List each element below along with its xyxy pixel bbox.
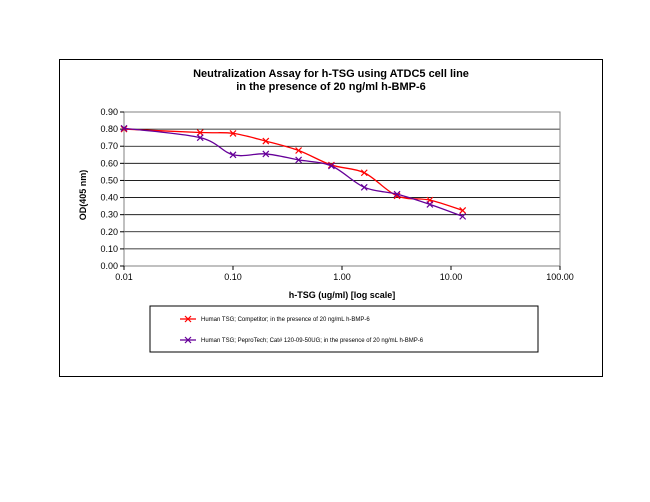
series-line bbox=[123, 127, 463, 217]
y-tick-label: 0.80 bbox=[100, 124, 118, 134]
legend-marker bbox=[184, 336, 192, 344]
series-layer bbox=[120, 124, 467, 220]
legend-marker bbox=[184, 315, 192, 323]
x-tick-label: 10.00 bbox=[440, 272, 463, 282]
series-2 bbox=[120, 124, 467, 220]
y-tick-label: 0.30 bbox=[100, 210, 118, 220]
chart-title: Neutralization Assay for h-TSG using ATD… bbox=[193, 68, 469, 80]
series-1 bbox=[120, 125, 467, 214]
legend-item-2: Human TSG; PeproTech; Cat# 120-09-50UG; … bbox=[180, 336, 424, 344]
legend-item-1: Human TSG; Competitor; in the presence o… bbox=[180, 315, 370, 323]
data-point bbox=[393, 190, 401, 198]
data-point bbox=[262, 137, 270, 145]
data-point bbox=[229, 129, 237, 137]
y-tick-label: 0.90 bbox=[100, 107, 118, 117]
legend-box bbox=[149, 305, 539, 353]
y-tick-label: 0.20 bbox=[100, 227, 118, 237]
data-point bbox=[196, 134, 204, 142]
data-point bbox=[120, 125, 128, 133]
x-axis-title: h-TSG (ug/ml) [log scale] bbox=[289, 290, 396, 300]
legend: Human TSG; Competitor; in the presence o… bbox=[149, 305, 539, 353]
data-point bbox=[295, 147, 303, 154]
data-point bbox=[459, 212, 467, 220]
x-tick-label: 100.00 bbox=[546, 272, 574, 282]
data-point bbox=[360, 169, 368, 177]
y-tick-label: 0.70 bbox=[100, 141, 118, 151]
x-tick-label: 1.00 bbox=[333, 272, 351, 282]
data-point bbox=[328, 162, 335, 170]
data-point bbox=[459, 206, 467, 214]
y-tick-label: 0.10 bbox=[100, 244, 118, 254]
x-tick-label: 0.10 bbox=[224, 272, 242, 282]
y-tick-label: 0.40 bbox=[100, 193, 118, 203]
data-point bbox=[360, 183, 368, 191]
data-point bbox=[295, 156, 303, 164]
x-tick-label: 0.01 bbox=[115, 272, 133, 282]
data-point bbox=[426, 200, 434, 208]
y-axis-title: OD(405 nm) bbox=[78, 170, 88, 221]
y-tick-label: 0.50 bbox=[100, 175, 118, 185]
legend-label: Human TSG; Competitor; in the presence o… bbox=[201, 317, 370, 323]
y-tick-label: 0.60 bbox=[100, 158, 118, 168]
data-point bbox=[229, 151, 237, 159]
data-point bbox=[262, 150, 270, 158]
chart-subtitle: in the presence of 20 ng/ml h-BMP-6 bbox=[236, 81, 425, 93]
y-tick-label: 0.00 bbox=[100, 261, 118, 271]
data-point bbox=[120, 124, 128, 132]
tick-layer: 0.00 0.10 0.20 0.30 0.40 0.50 0.60 0.70 0.80 0.90… bbox=[100, 107, 573, 282]
legend-label: Human TSG; PeproTech; Cat# 120-09-50UG; … bbox=[201, 338, 424, 344]
data-point bbox=[196, 129, 204, 136]
